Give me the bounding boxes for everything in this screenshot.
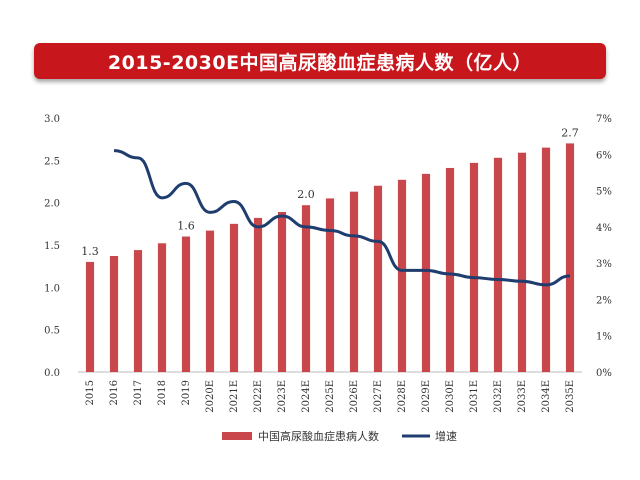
bar <box>181 236 191 372</box>
bar <box>253 217 263 372</box>
data-label: 2.7 <box>561 126 579 139</box>
x-tick-label: 2022E <box>253 380 264 413</box>
x-tick-label: 2030E <box>445 380 456 413</box>
y-right-tick-label: 0% <box>596 368 612 379</box>
x-tick-label: 2031E <box>469 380 480 413</box>
x-tick-label: 2018 <box>157 380 168 405</box>
data-label: 1.3 <box>81 245 99 258</box>
x-tick-label: 2015 <box>85 380 96 405</box>
x-tick-label: 2034E <box>541 380 552 413</box>
bar <box>325 198 335 372</box>
y-right-tick-label: 2% <box>596 295 612 306</box>
bar <box>445 167 455 372</box>
bar <box>541 147 551 372</box>
x-tick-label: 2032E <box>493 380 504 413</box>
y-right-tick-label: 6% <box>596 150 612 161</box>
y-left-tick-label: 0.5 <box>44 326 60 337</box>
bar <box>109 256 119 372</box>
y-left-tick-label: 2.0 <box>44 199 60 210</box>
x-tick-label: 2021E <box>229 380 240 413</box>
x-tick-label: 2019 <box>181 380 192 405</box>
x-tick-label: 2025E <box>325 380 336 413</box>
bar <box>133 250 143 372</box>
x-tick-label: 2027E <box>373 380 384 413</box>
x-tick-label: 2024E <box>301 380 312 413</box>
y-left-tick-label: 1.0 <box>44 283 60 294</box>
x-tick-label: 2029E <box>421 380 432 413</box>
y-right-tick-label: 3% <box>596 259 612 270</box>
data-label: 2.0 <box>297 188 315 201</box>
bar <box>229 223 239 372</box>
y-left-tick-label: 3.0 <box>44 114 60 125</box>
bar <box>277 211 287 372</box>
x-tick-label: 2026E <box>349 380 360 413</box>
bar <box>493 157 503 372</box>
legend-swatch-bar <box>222 432 252 440</box>
bar <box>301 205 311 372</box>
y-left-tick-label: 2.5 <box>44 156 60 167</box>
bar <box>157 243 167 372</box>
bar <box>469 162 479 372</box>
y-right-tick-label: 4% <box>596 223 612 234</box>
chart-title: 2015-2030E中国高尿酸血症患病人数（亿人） <box>107 51 533 74</box>
y-left-tick-label: 0.0 <box>44 368 60 379</box>
bar <box>517 152 527 372</box>
x-tick-label: 2033E <box>517 380 528 413</box>
x-tick-label: 2016 <box>109 380 120 405</box>
x-tick-label: 2017 <box>133 380 144 405</box>
legend-label-bar: 中国高尿酸血症患病人数 <box>258 429 379 443</box>
y-left-tick-label: 1.5 <box>44 241 60 252</box>
bar <box>85 261 95 372</box>
y-right-tick-label: 1% <box>596 332 612 343</box>
x-tick-label: 2023E <box>277 380 288 413</box>
bar <box>349 191 359 372</box>
data-label: 1.6 <box>177 220 195 233</box>
bar <box>373 185 383 372</box>
legend-label-line: 增速 <box>435 429 457 443</box>
y-right-tick-label: 5% <box>596 187 612 198</box>
x-tick-label: 2020E <box>205 380 216 413</box>
bar <box>397 179 407 372</box>
y-right-tick-label: 7% <box>596 114 612 125</box>
bar <box>205 230 215 372</box>
x-tick-label: 2035E <box>565 380 576 413</box>
series-line-growth <box>113 149 571 287</box>
bar <box>565 143 575 372</box>
x-tick-label: 2028E <box>397 380 408 413</box>
title-banner: 2015-2030E中国高尿酸血症患病人数（亿人） <box>34 43 606 79</box>
bar <box>421 173 431 372</box>
